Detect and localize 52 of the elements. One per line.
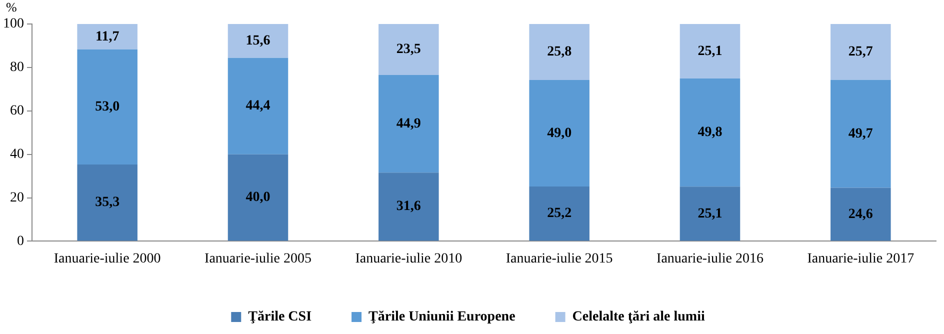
data-label: 49,0 bbox=[547, 126, 572, 141]
bar bbox=[378, 75, 439, 173]
data-label: 49,8 bbox=[698, 125, 722, 140]
x-tick-label: Ianuarie-iulie 2016 bbox=[656, 251, 764, 266]
bar bbox=[378, 172, 439, 241]
data-label: 31,6 bbox=[396, 199, 421, 214]
y-tick-label: 0 bbox=[17, 234, 24, 249]
data-label: 24,6 bbox=[848, 206, 873, 222]
x-tick-label: Ianuarie-iulie 2010 bbox=[355, 251, 462, 266]
y-tick-label: 60 bbox=[10, 104, 24, 119]
data-label: 15,6 bbox=[246, 34, 270, 49]
bar bbox=[228, 58, 288, 154]
y-tick-label: 80 bbox=[10, 60, 24, 76]
bar bbox=[228, 154, 288, 241]
data-label: 35,3 bbox=[95, 195, 120, 210]
bar bbox=[529, 80, 590, 186]
bar bbox=[378, 24, 439, 76]
data-label: 53,0 bbox=[95, 100, 120, 115]
data-label: 25,8 bbox=[547, 44, 572, 60]
data-label: 25,1 bbox=[698, 44, 722, 59]
data-label: 40,0 bbox=[246, 190, 270, 206]
legend-label: Celelalte ţări ale lumii bbox=[572, 310, 705, 325]
bar bbox=[830, 188, 891, 241]
y-axis-title: % bbox=[6, 0, 17, 14]
data-label: 44,9 bbox=[396, 116, 421, 132]
bar bbox=[680, 186, 740, 241]
bar bbox=[77, 164, 138, 241]
legend-label: Ţările Uniunii Europene bbox=[368, 310, 516, 325]
x-tick-label: Ianuarie-iulie 2005 bbox=[204, 251, 312, 266]
y-tick-label: 20 bbox=[10, 190, 24, 206]
x-tick-label: Ianuarie-iulie 2000 bbox=[54, 251, 161, 266]
data-label: 49,7 bbox=[848, 126, 873, 142]
bar bbox=[77, 49, 138, 165]
y-tick-label: 100 bbox=[3, 16, 24, 32]
data-label: 11,7 bbox=[95, 29, 120, 44]
bar bbox=[529, 24, 590, 80]
data-label: 44,4 bbox=[246, 98, 270, 114]
bar bbox=[77, 24, 138, 50]
bar bbox=[680, 24, 740, 79]
y-tick-label: 40 bbox=[10, 146, 24, 162]
bar bbox=[830, 24, 891, 80]
x-tick-label: Ianuarie-iulie 2017 bbox=[807, 251, 914, 266]
bar bbox=[228, 24, 288, 58]
bar bbox=[529, 186, 590, 241]
data-label: 25,2 bbox=[547, 206, 572, 222]
bar bbox=[680, 78, 740, 187]
bar bbox=[830, 80, 891, 188]
data-label: 25,1 bbox=[698, 206, 722, 222]
data-label: 25,7 bbox=[848, 44, 873, 60]
data-label: 23,5 bbox=[396, 42, 421, 58]
legend-label: Ţările CSI bbox=[248, 310, 312, 325]
x-tick-label: Ianuarie-iulie 2015 bbox=[506, 251, 613, 266]
